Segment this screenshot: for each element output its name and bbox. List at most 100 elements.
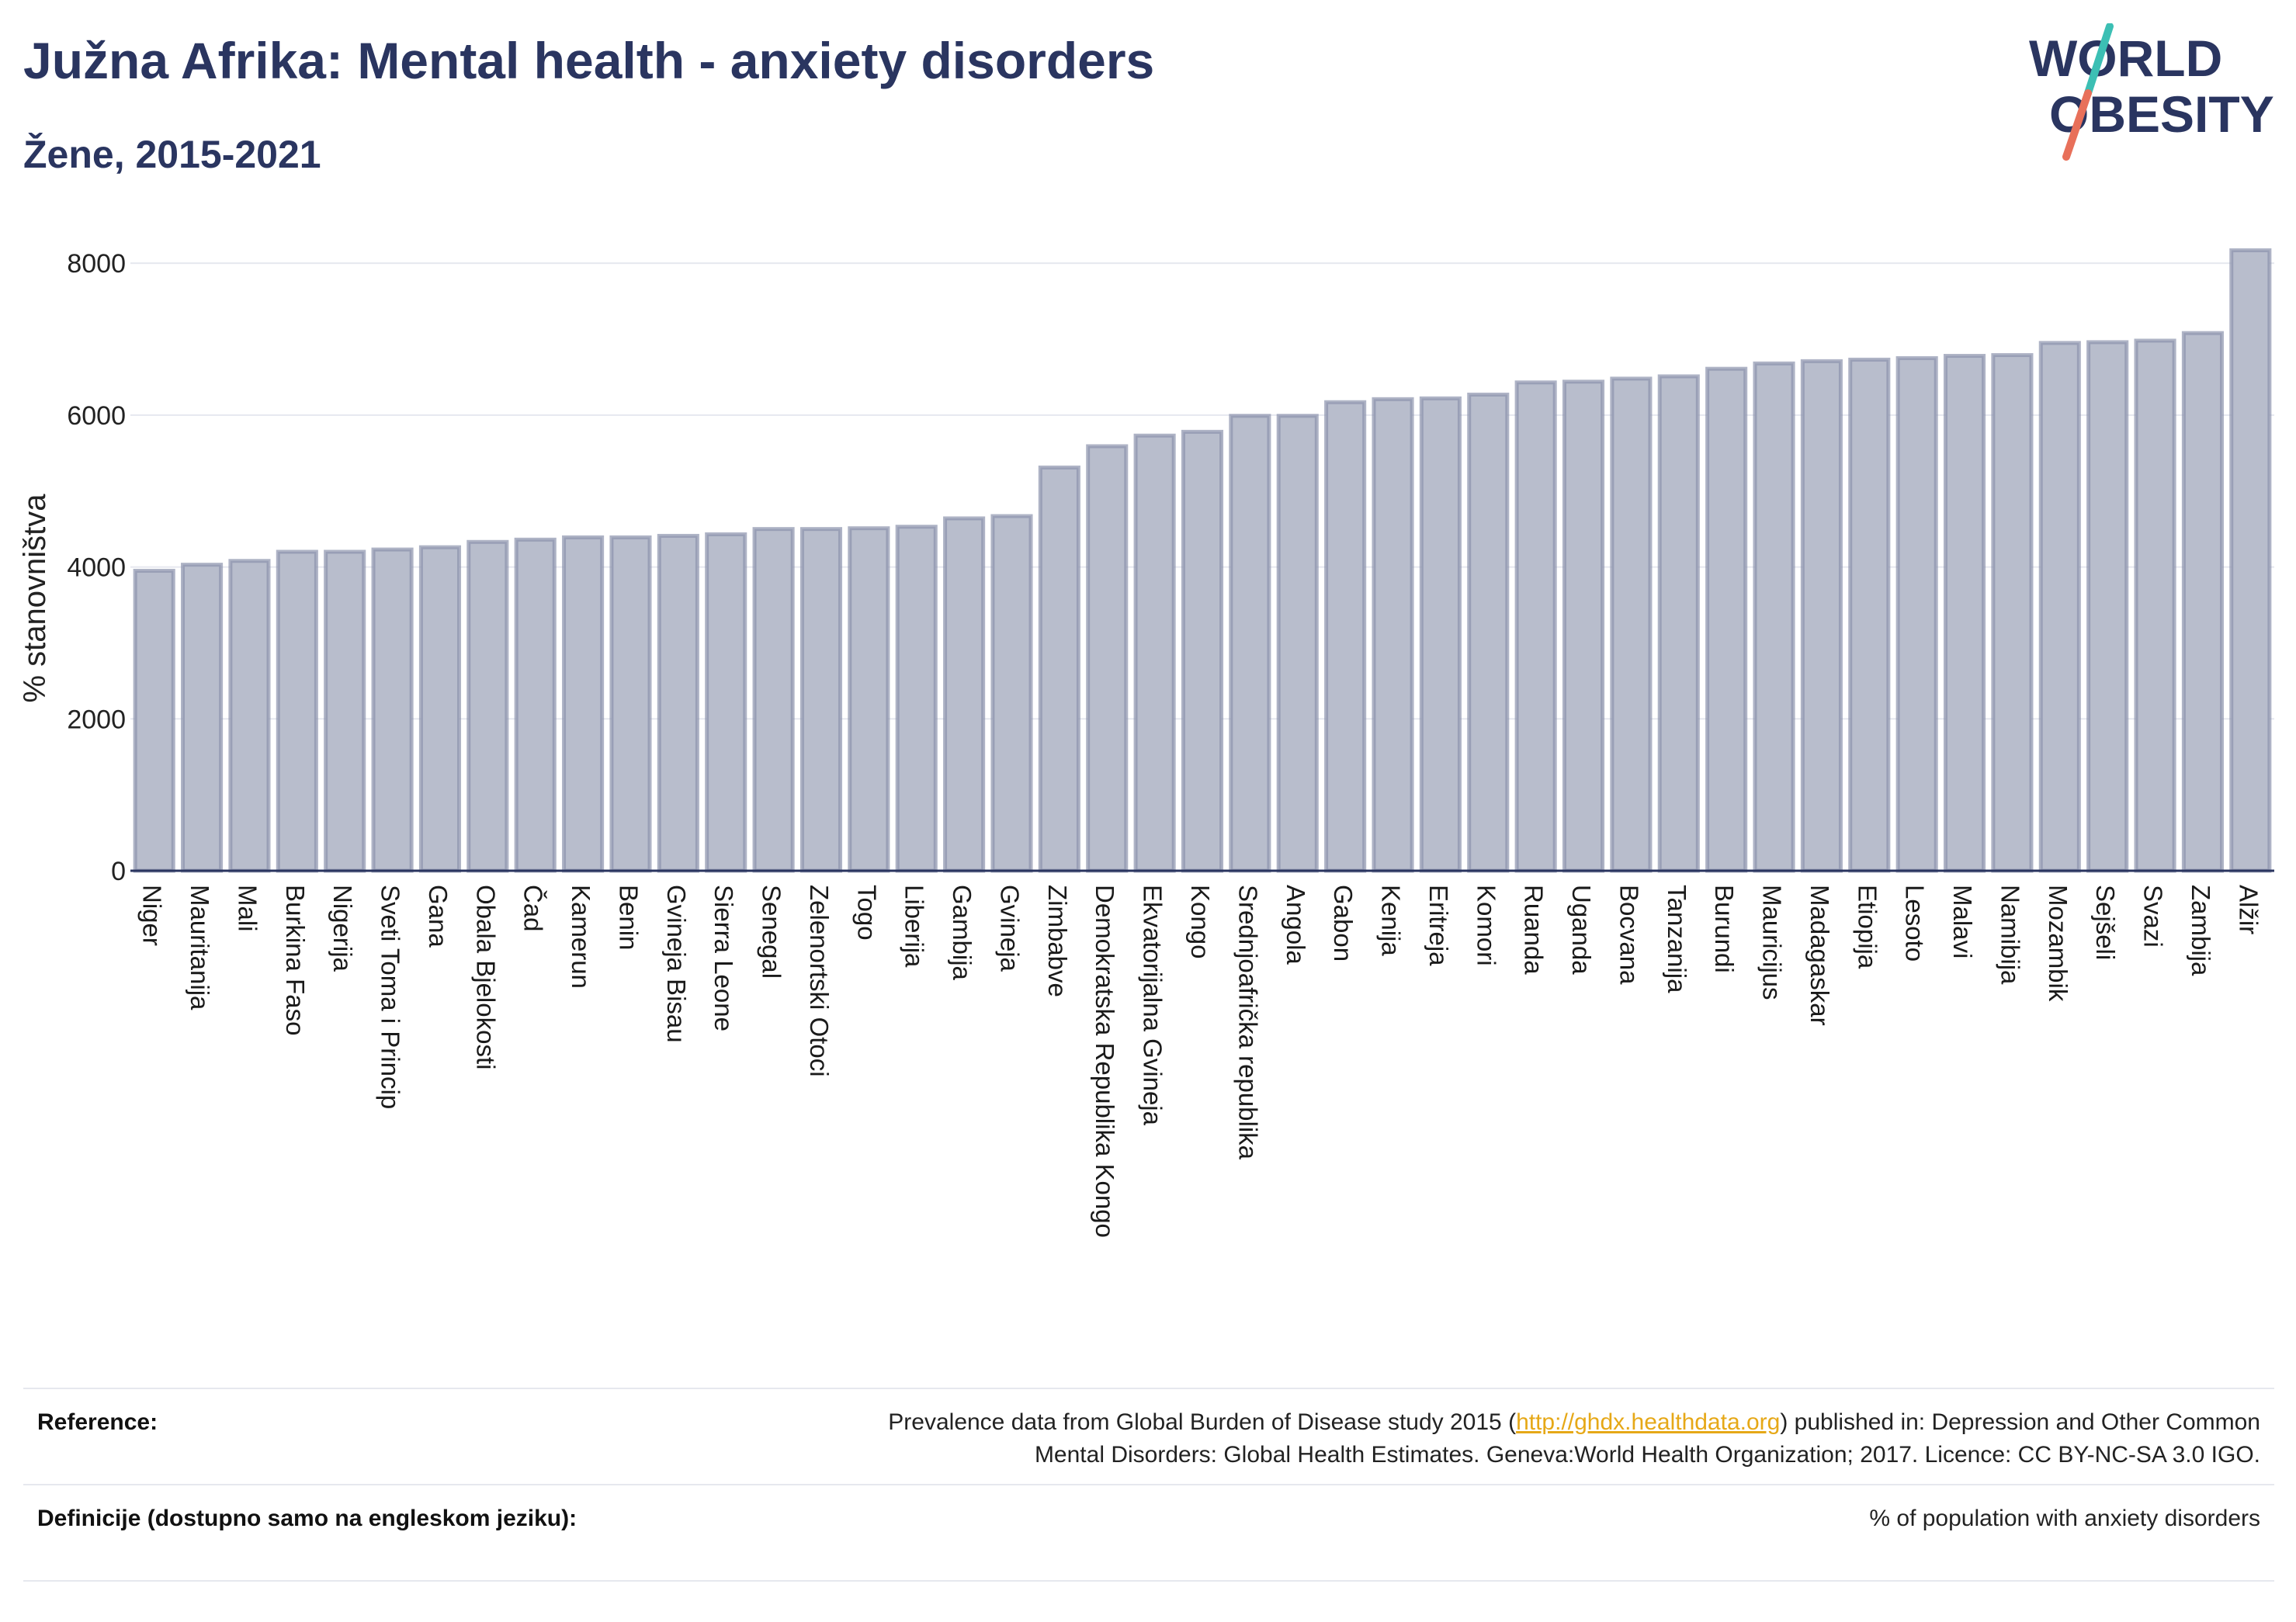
bar bbox=[1848, 357, 1891, 873]
bar bbox=[705, 532, 747, 873]
x-tick-label: Mozambik bbox=[2044, 885, 2072, 1002]
x-tick-label: Mali bbox=[233, 885, 262, 932]
x-tick-label: Kamerun bbox=[567, 885, 595, 989]
x-tick-label: Obala Bjelokosti bbox=[471, 885, 500, 1069]
bar bbox=[1562, 380, 1605, 873]
x-tick-label: Zambija bbox=[2187, 885, 2215, 976]
world-obesity-logo: WORLD OBESITY bbox=[2029, 23, 2274, 161]
bar bbox=[1705, 366, 1748, 873]
y-tick-label: 6000 bbox=[67, 401, 126, 431]
x-tick-label: Etiopija bbox=[1853, 885, 1882, 969]
x-tick-label: Sveti Toma i Princip bbox=[376, 885, 405, 1109]
reference-text-line2: Mental Disorders: Global Health Estimate… bbox=[1034, 1442, 2260, 1468]
x-tick-label: Namibija bbox=[1996, 885, 2024, 985]
bar bbox=[324, 549, 366, 873]
reference-label: Reference: bbox=[37, 1409, 158, 1435]
bar bbox=[990, 514, 1033, 873]
x-tick-label: Komori bbox=[1472, 885, 1500, 966]
reference-text-part2: ) published in: Depression and Other Com… bbox=[1780, 1409, 2260, 1435]
x-tick-label: Gvineja Bisau bbox=[662, 885, 691, 1043]
logo-slash-top bbox=[2084, 23, 2114, 97]
x-tick-label: Madagaskar bbox=[1805, 885, 1834, 1026]
footer-divider-middle bbox=[23, 1484, 2274, 1485]
x-tick-label: Sejšeli bbox=[2091, 885, 2120, 960]
bar bbox=[1514, 380, 1557, 873]
footer-divider-bottom bbox=[23, 1580, 2274, 1582]
bar bbox=[2229, 248, 2272, 873]
x-tick-label: Demokratska Republika Kongo bbox=[1091, 885, 1119, 1238]
bar bbox=[1086, 444, 1129, 873]
x-tick-label: Togo bbox=[852, 885, 881, 941]
x-tick-label: Burkina Faso bbox=[281, 885, 310, 1035]
bar bbox=[657, 533, 699, 873]
x-tick-label: Sierra Leone bbox=[709, 885, 738, 1031]
bar bbox=[848, 526, 890, 873]
bar bbox=[799, 527, 843, 873]
bar bbox=[181, 563, 224, 873]
x-tick-label: Angola bbox=[1282, 885, 1310, 965]
chart-title: Južna Afrika: Mental health - anxiety di… bbox=[23, 32, 1155, 89]
bar bbox=[895, 525, 938, 873]
bar bbox=[752, 527, 795, 873]
reference-link[interactable]: http://ghdx.healthdata.org bbox=[1516, 1409, 1781, 1435]
bar bbox=[514, 537, 557, 873]
x-tick-label: Čad bbox=[519, 885, 548, 932]
bar bbox=[1610, 376, 1653, 873]
bar bbox=[943, 516, 986, 873]
bar bbox=[1372, 397, 1414, 873]
x-tick-label: Kongo bbox=[1186, 885, 1215, 958]
bar bbox=[1657, 374, 1700, 873]
bar bbox=[133, 568, 175, 873]
y-tick-label: 0 bbox=[111, 857, 126, 886]
logo-word-world: WORLD bbox=[2029, 29, 2222, 87]
x-tick-label: Gana bbox=[424, 885, 453, 948]
bar bbox=[1276, 414, 1319, 873]
x-tick-label: Gvineja bbox=[995, 885, 1024, 972]
footer-divider-top bbox=[23, 1388, 2274, 1389]
x-tick-label: Burundi bbox=[1710, 885, 1739, 973]
logo-slash-bottom bbox=[2062, 89, 2092, 161]
x-tick-label: Benin bbox=[614, 885, 643, 950]
bar bbox=[466, 539, 509, 873]
x-tick-label: Ruanda bbox=[1520, 885, 1549, 975]
bar bbox=[1467, 392, 1510, 873]
x-tick-label: Eritreja bbox=[1424, 885, 1453, 966]
x-tick-label: Tanzanija bbox=[1663, 885, 1691, 993]
x-tick-label: Mauritanija bbox=[186, 885, 214, 1010]
bar bbox=[418, 545, 462, 873]
bar bbox=[1324, 400, 1367, 873]
bar bbox=[1943, 354, 1986, 873]
bar bbox=[1181, 429, 1224, 873]
x-tick-label: Nigerija bbox=[328, 885, 357, 972]
bar bbox=[2086, 340, 2129, 873]
x-tick-label: Bocvana bbox=[1614, 885, 1643, 985]
reference-text: Prevalence data from Global Burden of Di… bbox=[888, 1406, 2260, 1471]
bar bbox=[609, 535, 652, 873]
x-tick-label: Srednjoafrička republika bbox=[1233, 885, 1262, 1160]
bar bbox=[2181, 331, 2224, 873]
x-tick-label: Kenija bbox=[1377, 885, 1406, 956]
bar bbox=[371, 547, 414, 873]
x-tick-label: Ekvatorijalna Gvineja bbox=[1139, 885, 1167, 1126]
x-tick-label: Zimbabve bbox=[1043, 885, 1072, 997]
x-tick-label: Gabon bbox=[1329, 885, 1358, 962]
bar bbox=[228, 559, 271, 873]
bar bbox=[1800, 359, 1843, 873]
x-tick-label: Lesoto bbox=[1901, 885, 1930, 962]
definition-label: Definicije (dostupno samo na engleskom j… bbox=[37, 1506, 577, 1531]
y-tick-label: 4000 bbox=[67, 553, 126, 583]
x-tick-label: Uganda bbox=[1567, 885, 1596, 975]
bar bbox=[1753, 361, 1795, 873]
reference-text-part1: Prevalence data from Global Burden of Di… bbox=[888, 1409, 1517, 1435]
x-tick-label: Mauricijus bbox=[1758, 885, 1787, 1000]
bar bbox=[1419, 396, 1462, 873]
x-tick-label: Svazi bbox=[2139, 885, 2168, 948]
bar bbox=[2134, 338, 2176, 873]
y-axis-label: % stanovništva bbox=[18, 494, 52, 703]
bar bbox=[1895, 355, 1938, 873]
bar bbox=[562, 535, 605, 873]
bar bbox=[276, 549, 318, 873]
bar-chart: 0 2000 4000 6000 8000 % stanovništva Niger Maur… bbox=[18, 248, 2274, 1238]
y-tick-label: 8000 bbox=[67, 249, 126, 279]
x-tick-label: Liberija bbox=[900, 885, 929, 968]
